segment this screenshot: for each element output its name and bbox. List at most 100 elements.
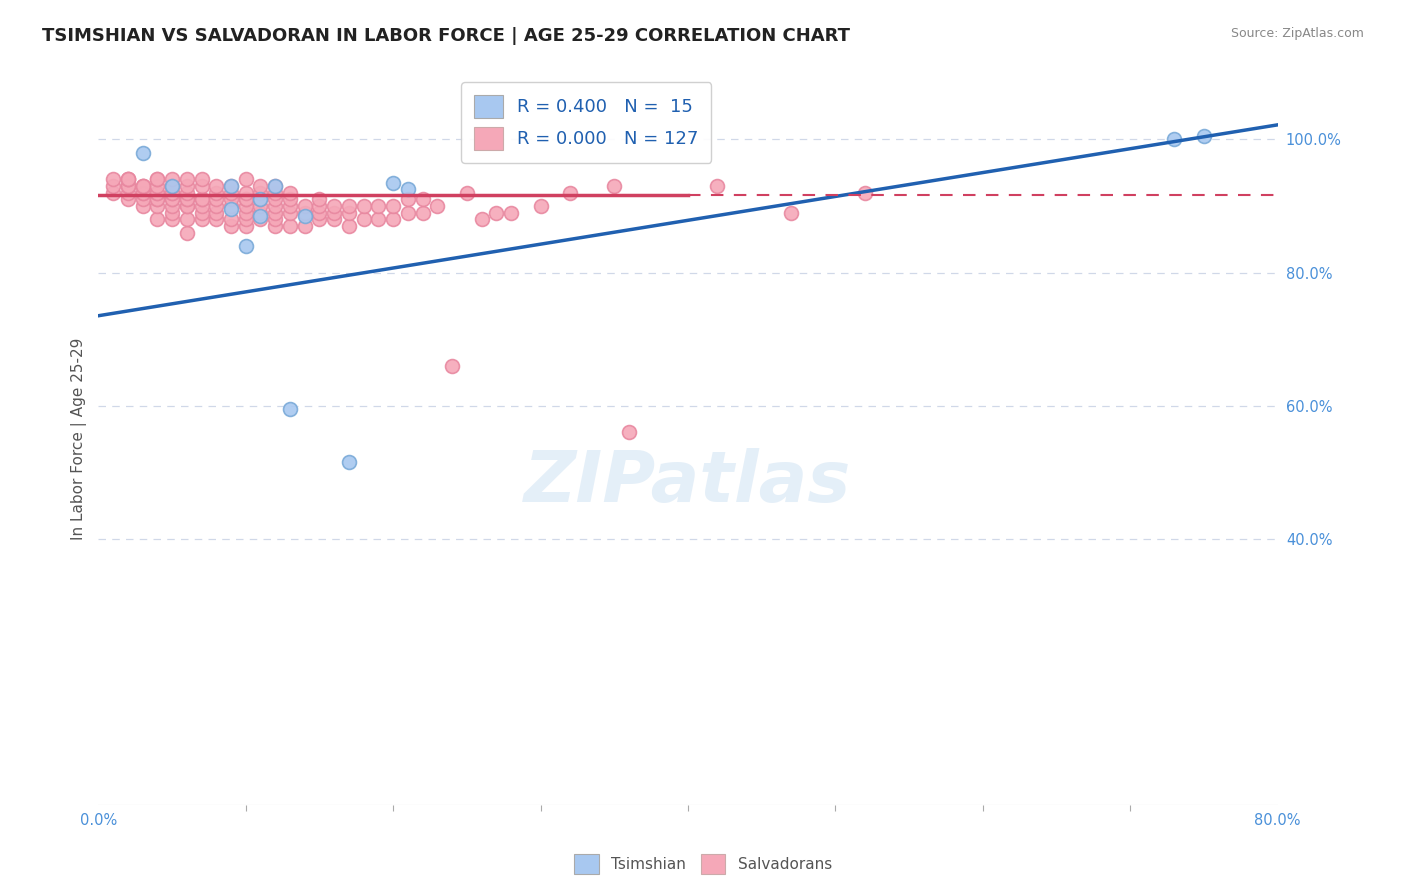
Point (235, 212, 257, 227)
Point (176, 192, 198, 206)
Point (205, 205, 228, 219)
Point (396, 182, 419, 196)
Point (278, 401, 301, 416)
Point (131, 186, 153, 200)
Point (264, 179, 287, 194)
Point (146, 199, 169, 213)
Point (294, 209, 316, 223)
Point (529, 199, 551, 213)
Point (249, 199, 271, 213)
Point (323, 205, 346, 219)
Legend: Tsimshian, Salvadorans: Tsimshian, Salvadorans (568, 848, 838, 880)
Point (382, 176, 405, 190)
Point (146, 192, 169, 206)
Point (294, 219, 316, 233)
Point (1192, 129, 1215, 144)
Point (101, 172, 124, 186)
Point (146, 212, 169, 227)
Point (235, 199, 257, 213)
Point (264, 186, 287, 200)
Point (131, 179, 153, 194)
Point (264, 179, 287, 194)
Point (308, 205, 330, 219)
Point (249, 212, 271, 227)
Point (456, 186, 478, 200)
Point (264, 192, 287, 206)
Point (249, 179, 271, 194)
Point (117, 179, 139, 194)
Point (235, 172, 257, 186)
Point (190, 192, 212, 206)
Point (853, 186, 876, 200)
Point (249, 186, 271, 200)
Point (146, 186, 169, 200)
Point (264, 205, 287, 219)
Point (160, 205, 183, 219)
Point (160, 172, 183, 186)
Point (117, 172, 139, 186)
Point (278, 205, 301, 219)
Point (205, 212, 228, 227)
Point (117, 179, 139, 194)
Point (219, 202, 242, 217)
Point (294, 199, 316, 213)
Point (235, 192, 257, 206)
Point (353, 199, 375, 213)
Point (235, 205, 257, 219)
Point (160, 186, 183, 200)
Point (337, 199, 360, 213)
Point (146, 192, 169, 206)
Point (146, 172, 169, 186)
Point (160, 199, 183, 213)
Point (603, 179, 626, 194)
Point (160, 186, 183, 200)
Point (264, 219, 287, 233)
Point (426, 199, 449, 213)
Point (146, 186, 169, 200)
Point (176, 172, 198, 186)
Point (278, 186, 301, 200)
Point (382, 212, 405, 227)
Point (131, 179, 153, 194)
Point (441, 359, 464, 373)
Point (264, 212, 287, 227)
Text: TSIMSHIAN VS SALVADORAN IN LABOR FORCE | AGE 25-29 CORRELATION CHART: TSIMSHIAN VS SALVADORAN IN LABOR FORCE |… (42, 27, 851, 45)
Point (235, 192, 257, 206)
Point (249, 192, 271, 206)
Point (219, 212, 242, 227)
Point (176, 199, 198, 213)
Point (278, 219, 301, 233)
Point (382, 199, 405, 213)
Point (235, 186, 257, 200)
Point (353, 212, 375, 227)
Point (396, 192, 419, 206)
Point (235, 219, 257, 233)
Point (131, 145, 153, 160)
Point (396, 205, 419, 219)
Point (176, 212, 198, 227)
Point (219, 186, 242, 200)
Y-axis label: In Labor Force | Age 25-29: In Labor Force | Age 25-29 (72, 337, 87, 540)
Point (485, 205, 508, 219)
Point (131, 199, 153, 213)
Legend: R = 0.400   N =  15, R = 0.000   N = 127: R = 0.400 N = 15, R = 0.000 N = 127 (461, 82, 711, 162)
Point (617, 425, 640, 439)
Point (219, 219, 242, 233)
Point (190, 199, 212, 213)
Point (412, 192, 434, 206)
Point (176, 186, 198, 200)
Point (160, 192, 183, 206)
Point (176, 179, 198, 194)
Point (117, 179, 139, 194)
Point (323, 212, 346, 227)
Point (219, 179, 242, 194)
Point (471, 212, 494, 227)
Point (219, 179, 242, 194)
Text: ZIPatlas: ZIPatlas (524, 448, 852, 517)
Point (146, 179, 169, 194)
Point (117, 172, 139, 186)
Point (294, 205, 316, 219)
Point (264, 199, 287, 213)
Point (337, 205, 360, 219)
Point (1163, 132, 1185, 146)
